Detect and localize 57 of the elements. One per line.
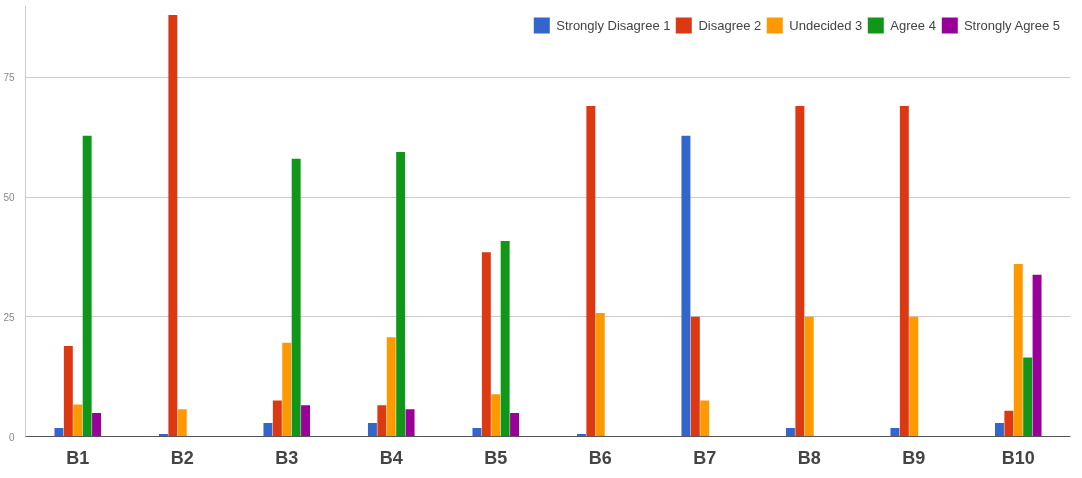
bar: [1023, 357, 1033, 437]
bar: [177, 409, 187, 437]
bar: [386, 337, 396, 437]
bar: [63, 345, 73, 437]
bar: [899, 106, 909, 437]
x-tick-label: B6: [588, 447, 612, 468]
y-tick-label: 50: [3, 192, 15, 204]
legend-label: Agree 4: [890, 17, 936, 33]
bar: [377, 405, 387, 437]
y-tick-label: 75: [3, 72, 15, 84]
bar: [681, 135, 691, 437]
bar: [82, 135, 92, 437]
bar: [994, 423, 1004, 437]
bar: [690, 316, 700, 437]
bar: [396, 152, 406, 437]
bar: [500, 241, 510, 437]
x-tick-label: B3: [275, 447, 299, 468]
bar: [272, 400, 282, 437]
bar: [1004, 410, 1014, 437]
bar: [804, 316, 814, 437]
bar: [168, 15, 178, 437]
bar: [472, 427, 482, 437]
bar: [301, 405, 311, 437]
bar: [481, 252, 491, 437]
x-tick-label: B9: [902, 447, 926, 468]
x-tick-label: B10: [1001, 447, 1035, 468]
bar: [595, 312, 605, 437]
x-tick-label: B7: [693, 447, 717, 468]
bar: [405, 409, 415, 437]
bar: [73, 404, 83, 437]
x-tick-label: B2: [170, 447, 194, 468]
bar: [510, 413, 520, 437]
bar: [785, 427, 795, 437]
legend-label: Strongly Agree 5: [963, 17, 1060, 33]
legend-label: Strongly Disagree 1: [556, 17, 671, 33]
bar: [291, 158, 301, 437]
y-tick-label: 25: [3, 311, 15, 323]
bar: [795, 106, 805, 437]
bar: [1032, 274, 1042, 437]
bar: [367, 423, 377, 437]
x-tick-label: B4: [379, 447, 403, 468]
bar: [92, 413, 102, 437]
y-tick-label: 0: [8, 431, 15, 443]
x-tick-label: B5: [484, 447, 508, 468]
bar: [282, 342, 292, 437]
x-tick-label: B1: [66, 447, 90, 468]
bar: [491, 394, 501, 437]
legend-label: Undecided 3: [789, 17, 863, 33]
bar: [909, 316, 919, 437]
bar: [890, 427, 900, 437]
legend-label: Disagree 2: [698, 17, 762, 33]
bar: [700, 400, 710, 437]
bar: [586, 106, 596, 437]
bar: [54, 427, 64, 437]
x-tick-label: B8: [797, 447, 821, 468]
bar: [263, 423, 273, 437]
bar: [1013, 264, 1023, 437]
